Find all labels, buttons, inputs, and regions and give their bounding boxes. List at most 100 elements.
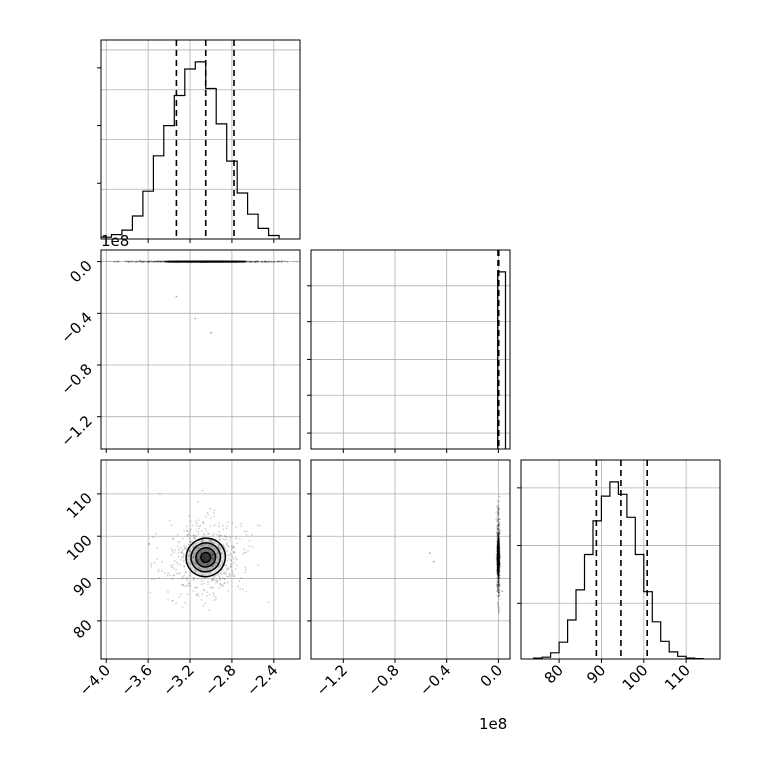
p0-p2-sample-point (219, 547, 221, 550)
p0-p2-sample-point (186, 576, 189, 579)
p0-p2-sample-point (154, 578, 157, 581)
p1-p2-sample-point (497, 578, 500, 581)
p0-p2-sample-point (164, 572, 166, 574)
p0-p2-sample-point (166, 574, 169, 577)
panel-frame (100, 249, 301, 450)
p0-p1-outlier-point (221, 227, 223, 229)
p0-p2-sample-point (205, 530, 208, 532)
p0-p1-sample-point (280, 260, 283, 263)
p1-p2-sample-point (498, 523, 500, 526)
p0-p2-sample-point (183, 530, 186, 532)
p1-p2-sample-point (496, 601, 499, 603)
p0-p1-sample-point (141, 260, 144, 263)
p1-p2-sample-point (497, 519, 499, 521)
p0-p2-sample-point (232, 546, 235, 549)
p0-p1-outlier-point (152, 231, 154, 233)
p1-p2-sample-point (497, 517, 500, 520)
p0-p2-sample-point (212, 553, 215, 556)
p0-p2-sample-point (192, 546, 195, 549)
p0-p1-sample-point (129, 260, 131, 263)
p1-p2-sample-point (497, 534, 499, 536)
p0-x-tick-label: −4.0 (76, 661, 114, 699)
p0-p2-sample-point (197, 595, 200, 598)
p1-p2-sample-point (497, 510, 500, 513)
p0-p2-sample-point (176, 572, 179, 575)
p0-p1-sample-point (322, 261, 324, 263)
p0-p2-sample-point (226, 525, 229, 527)
p1-p2-sample-point (496, 531, 498, 534)
p0-p1-sample-point (276, 260, 279, 263)
p0-p2-sample-point (201, 579, 203, 582)
p0-p2-sample-point (218, 577, 221, 579)
p1-p2-sample-point (497, 532, 499, 535)
p0-p2-sample-point (204, 543, 207, 546)
p0-p2-sample-point (228, 557, 231, 559)
p0-p1-sample-point (152, 260, 155, 263)
p1-p2-sample-point (496, 504, 498, 507)
p0-p1-sample-point (136, 260, 138, 262)
p0-p2-sample-point (218, 525, 221, 528)
p0-p1-sample-point (264, 260, 267, 263)
p1-p2-sample-point (497, 605, 500, 608)
p1-p2-sample-point (496, 585, 499, 588)
panel-frame (310, 459, 511, 660)
p0-p1-sample-point (128, 260, 130, 263)
p0-p1-sample-point (148, 261, 151, 263)
p0-p1-sample-point (163, 260, 166, 263)
p0-p2-sample-point (224, 570, 227, 573)
p0-p2-sample-point (173, 574, 175, 577)
p0-p1-sample-point (157, 260, 160, 263)
p0-p2-sample-point (187, 554, 190, 557)
p0-p2-contour (200, 551, 212, 563)
p1-p2-sample-point (498, 594, 500, 597)
p0-p2-sample-point (243, 551, 246, 554)
p0-p2-sample-point (230, 565, 232, 568)
p0-p2-sample-point (192, 556, 194, 559)
p0-p2-sample-point (218, 575, 221, 578)
p0-p1-sample-point (265, 260, 268, 263)
p0-p2-sample-point (156, 558, 159, 560)
p0-p2-sample-point (219, 579, 222, 582)
p0-p2-sample-point (232, 575, 235, 578)
p0-p2-sample-point (210, 553, 213, 556)
p0-p2-sample-point (187, 582, 190, 585)
p0-p1-sample-point (265, 261, 268, 263)
p0-p1-sample-point (280, 261, 283, 263)
p0-p1-sample-point (265, 261, 268, 263)
p0-p2-sample-point (180, 551, 183, 554)
p0-p1-sample-point (147, 260, 150, 263)
p1-p2-sample-point (497, 603, 499, 605)
p0-p1-sample-point (151, 261, 154, 263)
p1-p2-sample-point (498, 533, 500, 536)
p2-histogram (533, 481, 704, 659)
p1-p2-sample-point (498, 508, 500, 511)
p0-p2-sample-point (221, 584, 224, 586)
p0-p2-sample-point (175, 602, 177, 605)
p0-p2-sample-point (186, 534, 189, 537)
p0-p1-sample-point (273, 261, 276, 263)
p0-p2-sample-point (181, 549, 184, 551)
p0-p2-sample-point (188, 554, 191, 557)
p0-p1-sample-point (253, 260, 256, 263)
p0-p1-sample-point (270, 261, 273, 263)
p1-p2-sample-point (498, 533, 501, 535)
panel-frame (520, 459, 721, 660)
p0-p2-sample-point (192, 537, 195, 539)
p0-p2-sample-point (185, 548, 188, 550)
p0-p1-sample-point (125, 260, 128, 263)
p0-p2-sample-point (212, 576, 215, 579)
p0-p1-sample-point (153, 260, 156, 263)
p0-p2-sample-point (204, 602, 207, 605)
p0-p2-sample-point (150, 563, 153, 566)
p1-p2-sample-point (498, 586, 501, 588)
p0-p2-sample-point (211, 578, 214, 581)
p1-p2-sample-point (497, 578, 500, 580)
p1-p2-sample-point (497, 584, 499, 586)
p1-p2-sample-point (498, 530, 501, 533)
p0-p2-sample-point (185, 577, 188, 580)
p1-p2-sample-point (496, 500, 499, 503)
p1-p2-sample-point (497, 524, 500, 526)
p0-p2-sample-point (199, 524, 202, 527)
p1-p2-sample-point (497, 508, 500, 511)
p1-axis-offset-label: 1e8 (479, 715, 507, 733)
